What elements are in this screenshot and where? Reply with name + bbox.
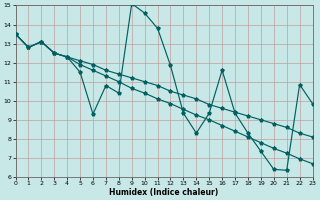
X-axis label: Humidex (Indice chaleur): Humidex (Indice chaleur) <box>109 188 219 197</box>
